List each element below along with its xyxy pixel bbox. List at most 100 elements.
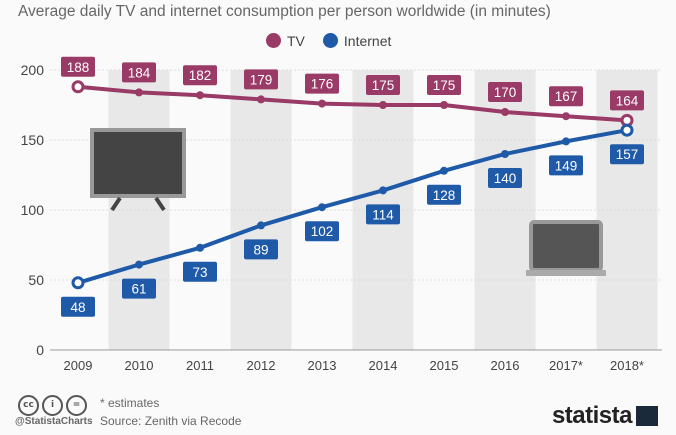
- data-point: [71, 80, 85, 94]
- data-label: 179: [250, 72, 273, 87]
- data-label: 61: [131, 282, 146, 297]
- x-tick-label: 2014: [369, 358, 398, 373]
- x-tick-label: 2012: [247, 358, 276, 373]
- legend-item-tv: TV: [266, 33, 305, 49]
- x-tick-label: 2010: [125, 358, 154, 373]
- data-label-box: [61, 296, 95, 317]
- data-label: 102: [311, 224, 334, 239]
- data-label-box: [427, 184, 461, 205]
- estimates-note: * estimates: [100, 396, 160, 410]
- data-label: 182: [189, 68, 212, 83]
- data-point: [562, 137, 570, 146]
- data-label: 128: [433, 188, 456, 203]
- data-label: 175: [372, 78, 395, 93]
- data-point: [562, 112, 570, 121]
- data-label: 157: [616, 147, 639, 162]
- series-line-internet: [77, 128, 628, 285]
- series-line-tv: [77, 84, 628, 123]
- data-label-box: [488, 168, 522, 188]
- attribution-icon: i: [42, 395, 63, 416]
- legend-label: TV: [287, 33, 305, 49]
- tv-icon: [90, 128, 186, 198]
- legend: TV Internet: [266, 33, 391, 49]
- x-tick-label: 2013: [308, 358, 337, 373]
- data-label-box: [183, 65, 217, 86]
- source: Source: Zenith via Recode: [100, 414, 242, 428]
- data-label-box: [427, 75, 461, 95]
- data-label: 167: [555, 89, 578, 104]
- data-label-box: [610, 90, 644, 111]
- data-label: 164: [616, 93, 639, 108]
- laptop-icon: [529, 220, 603, 272]
- tv-stand-icon: [110, 196, 166, 212]
- data-label: 188: [67, 60, 90, 75]
- statista-logo: statista: [551, 402, 633, 429]
- laptop-base-icon: [526, 270, 606, 276]
- data-point: [318, 99, 326, 108]
- y-tick-label: 50: [28, 272, 44, 288]
- data-label: 149: [555, 158, 578, 173]
- data-label: 175: [433, 78, 456, 93]
- data-label-box: [305, 73, 339, 94]
- data-label-box: [488, 82, 522, 102]
- y-tick-label: 200: [21, 62, 45, 78]
- x-tick-label: 2017*: [549, 358, 583, 373]
- y-tick-label: 100: [21, 202, 45, 218]
- chart-title: Average daily TV and internet consumptio…: [18, 3, 551, 20]
- data-label-box: [366, 204, 400, 225]
- x-tick-label: 2015: [430, 358, 459, 373]
- data-point: [196, 243, 204, 252]
- data-point: [71, 276, 85, 290]
- data-point: [620, 123, 634, 137]
- data-point: [257, 221, 265, 230]
- data-point: [501, 150, 509, 158]
- data-label-box: [549, 86, 583, 107]
- data-label-box: [61, 56, 95, 77]
- data-point: [257, 95, 265, 104]
- data-label-box: [244, 239, 278, 260]
- data-label-box: [366, 75, 400, 95]
- data-label-box: [610, 144, 644, 165]
- data-label: 89: [253, 242, 268, 257]
- handle: @StatistaCharts: [15, 416, 93, 427]
- data-label: 176: [311, 77, 334, 92]
- data-label-box: [305, 221, 339, 242]
- data-point: [440, 166, 448, 175]
- cc-icon: cc: [18, 395, 39, 416]
- data-label: 140: [494, 171, 517, 186]
- x-tick-label: 2016: [491, 358, 520, 373]
- data-label-box: [122, 62, 156, 83]
- statista-logo-icon: [636, 406, 658, 426]
- data-label-box: [244, 69, 278, 90]
- data-point: [135, 260, 143, 269]
- x-tick-label: 2011: [186, 358, 214, 373]
- data-label: 184: [128, 65, 151, 80]
- data-label-box: [122, 278, 156, 299]
- data-label: 48: [70, 300, 85, 315]
- data-point: [440, 101, 448, 109]
- data-label-box: [183, 261, 217, 282]
- legend-swatch: [322, 33, 338, 48]
- x-tick-label: 2018*: [610, 358, 644, 373]
- y-tick-label: 150: [21, 132, 45, 148]
- column-band: [230, 70, 292, 350]
- column-band: [474, 70, 536, 350]
- data-point: [318, 203, 326, 212]
- data-point: [501, 108, 509, 116]
- data-label: 170: [494, 85, 517, 100]
- data-label-box: [549, 155, 583, 176]
- data-label: 73: [192, 265, 207, 280]
- data-label: 114: [372, 207, 394, 222]
- legend-swatch: [266, 33, 281, 48]
- data-point: [196, 91, 204, 100]
- legend-label: Internet: [343, 33, 392, 49]
- noderivs-icon: =: [66, 395, 87, 416]
- legend-item-internet: Internet: [322, 33, 392, 49]
- data-point: [135, 88, 143, 97]
- data-point: [379, 186, 387, 195]
- y-tick-label: 0: [36, 342, 44, 358]
- x-tick-label: 2009: [64, 358, 93, 373]
- data-point: [379, 101, 387, 109]
